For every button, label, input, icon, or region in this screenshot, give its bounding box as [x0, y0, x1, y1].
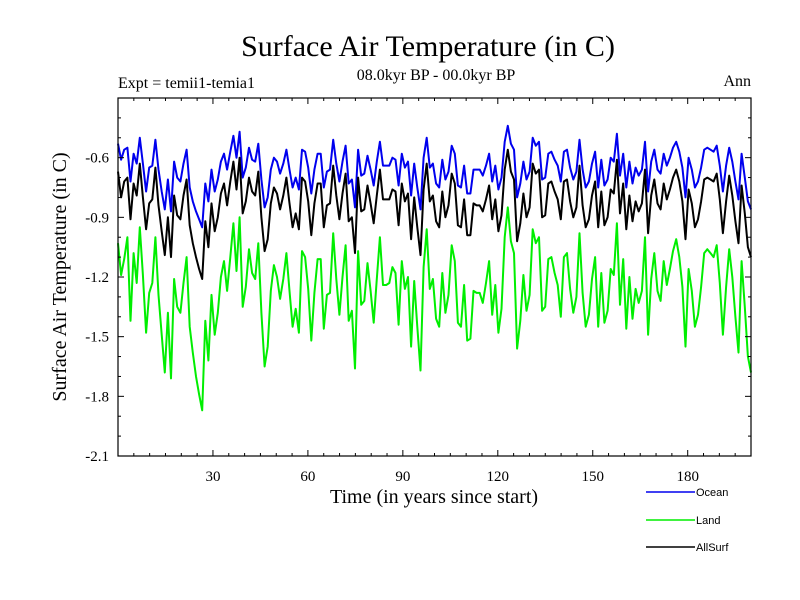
y-tick-label: -0.6: [85, 151, 109, 167]
period-label: Ann: [723, 73, 751, 90]
axes: 30 60 90 120 150 180 -2.1 -1.8 -1.5 -1.2 -0.9 -0.6: [85, 98, 751, 485]
series-line-allsurf: [117, 148, 752, 280]
y-tick-label: -1.5: [85, 330, 109, 346]
y-tick-label: -2.1: [85, 449, 109, 465]
x-axis-label: Time (in years since start): [330, 486, 538, 508]
legend: Ocean Land AllSurf: [646, 487, 729, 554]
plot-lines: [117, 124, 752, 412]
x-tick-label: 30: [205, 469, 220, 485]
series-line-land: [117, 206, 752, 412]
chart-title: Surface Air Temperature (in C): [241, 30, 615, 63]
legend-label-allsurf: AllSurf: [696, 542, 729, 554]
y-tick-label: -1.2: [85, 270, 109, 286]
y-tick-label: -1.8: [85, 389, 109, 405]
experiment-label: Expt = temii1-temia1: [118, 75, 255, 92]
x-tick-label: 60: [300, 469, 315, 485]
chart-subtitle: 08.0kyr BP - 00.0kyr BP: [357, 67, 516, 84]
x-tick-label: 120: [487, 469, 510, 485]
y-axis-label: Surface Air Temperature (in C): [49, 152, 71, 401]
x-tick-label: 150: [582, 469, 605, 485]
series-line-ocean: [117, 124, 752, 229]
x-tick-label: 90: [395, 469, 410, 485]
legend-label-land: Land: [696, 515, 720, 527]
x-tick-label: 180: [676, 469, 699, 485]
y-tick-label: -0.9: [85, 210, 109, 226]
legend-label-ocean: Ocean: [696, 487, 728, 499]
